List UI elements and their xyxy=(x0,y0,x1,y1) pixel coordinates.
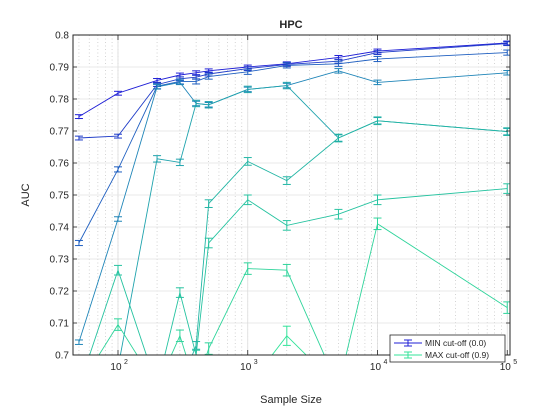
y-tick-label: 0.8 xyxy=(55,31,69,42)
ticks: 0.7 0.71 0.72 0.73 0.74 0.75 0.76 0.77 0.78 0.79 0… xyxy=(50,31,518,374)
legend: MIN cut-off (0.0) MAX cut-off (0.9) xyxy=(389,334,506,363)
chart-title: HPC xyxy=(279,19,302,31)
series-6 xyxy=(191,116,510,355)
series-1 xyxy=(74,40,510,120)
y-tick-label: 0.72 xyxy=(50,287,70,298)
y-tick-label: 0.77 xyxy=(50,127,70,138)
x-tick-exponent: 3 xyxy=(254,359,258,366)
y-tick-label: 0.73 xyxy=(50,255,70,266)
legend-label: MAX cut-off (0.9) xyxy=(425,350,489,360)
x-tick-label: 10 xyxy=(240,362,252,373)
y-tick-label: 0.71 xyxy=(50,319,70,330)
y-tick-label: 0.75 xyxy=(50,191,70,202)
series-9 xyxy=(271,325,307,355)
series-3 xyxy=(74,49,510,247)
y-axis-label: AUC xyxy=(20,183,32,206)
y-tick-label: 0.74 xyxy=(50,223,70,234)
y-tick-label: 0.78 xyxy=(50,95,70,106)
legend-label: MIN cut-off (0.0) xyxy=(425,338,486,348)
x-tick-exponent: 4 xyxy=(384,359,388,366)
x-axis-label: Sample Size xyxy=(260,394,322,406)
y-tick-label: 0.76 xyxy=(50,159,70,170)
x-tick-label: 10 xyxy=(110,362,122,373)
x-tick-label: 10 xyxy=(500,362,512,373)
x-tick-label: 10 xyxy=(370,362,382,373)
y-tick-label: 0.79 xyxy=(50,63,70,74)
x-tick-exponent: 5 xyxy=(513,359,517,366)
y-tick-label: 0.7 xyxy=(55,351,69,362)
series-group xyxy=(74,40,510,355)
x-tick-exponent: 2 xyxy=(124,359,128,366)
